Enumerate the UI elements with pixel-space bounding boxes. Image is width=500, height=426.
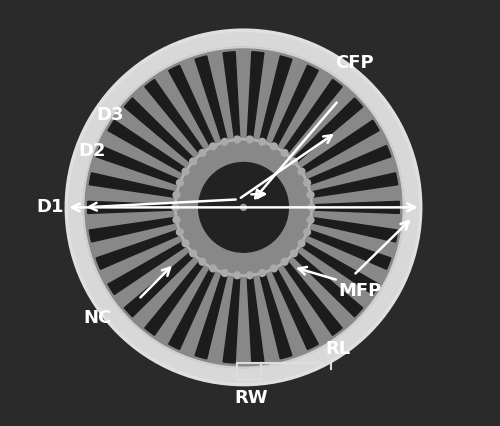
Circle shape bbox=[270, 265, 278, 272]
Wedge shape bbox=[96, 229, 183, 270]
Text: D1: D1 bbox=[36, 198, 64, 216]
Wedge shape bbox=[88, 202, 178, 214]
Wedge shape bbox=[247, 273, 264, 363]
Wedge shape bbox=[96, 146, 183, 187]
Circle shape bbox=[173, 192, 180, 199]
Wedge shape bbox=[259, 271, 292, 359]
Wedge shape bbox=[308, 173, 398, 198]
Wedge shape bbox=[310, 202, 400, 214]
Circle shape bbox=[281, 150, 288, 157]
Circle shape bbox=[234, 272, 240, 279]
Wedge shape bbox=[304, 146, 391, 187]
Circle shape bbox=[176, 180, 184, 187]
Text: D2: D2 bbox=[78, 142, 106, 160]
Circle shape bbox=[199, 259, 206, 265]
Wedge shape bbox=[108, 240, 188, 295]
Circle shape bbox=[182, 169, 189, 176]
Wedge shape bbox=[298, 121, 379, 176]
Circle shape bbox=[270, 144, 278, 150]
Wedge shape bbox=[168, 266, 216, 350]
Text: RW: RW bbox=[234, 388, 268, 406]
Circle shape bbox=[172, 204, 178, 211]
Circle shape bbox=[198, 163, 288, 253]
Wedge shape bbox=[259, 57, 292, 145]
Wedge shape bbox=[90, 173, 179, 198]
Wedge shape bbox=[282, 259, 342, 336]
Circle shape bbox=[246, 272, 253, 279]
Circle shape bbox=[304, 180, 310, 187]
Text: MFP: MFP bbox=[338, 282, 382, 299]
Wedge shape bbox=[270, 266, 318, 350]
Wedge shape bbox=[223, 53, 240, 142]
Circle shape bbox=[298, 169, 305, 176]
Circle shape bbox=[240, 205, 246, 211]
Circle shape bbox=[222, 139, 228, 146]
Wedge shape bbox=[145, 80, 206, 157]
Circle shape bbox=[298, 240, 305, 247]
Text: NC: NC bbox=[84, 309, 112, 327]
Circle shape bbox=[210, 265, 216, 272]
Circle shape bbox=[258, 270, 266, 277]
Wedge shape bbox=[270, 66, 318, 150]
Circle shape bbox=[234, 137, 240, 144]
Wedge shape bbox=[290, 250, 362, 317]
Wedge shape bbox=[290, 99, 362, 165]
Circle shape bbox=[84, 48, 404, 368]
Text: CFP: CFP bbox=[336, 54, 374, 72]
Circle shape bbox=[258, 139, 266, 146]
Wedge shape bbox=[282, 80, 342, 157]
Circle shape bbox=[173, 217, 180, 224]
Circle shape bbox=[308, 204, 315, 211]
Wedge shape bbox=[223, 273, 240, 363]
Text: RL: RL bbox=[326, 339, 350, 357]
Circle shape bbox=[199, 150, 206, 157]
Wedge shape bbox=[168, 66, 216, 150]
Circle shape bbox=[307, 192, 314, 199]
Wedge shape bbox=[298, 240, 379, 295]
Wedge shape bbox=[90, 218, 179, 242]
Wedge shape bbox=[195, 57, 228, 145]
Circle shape bbox=[182, 240, 189, 247]
Wedge shape bbox=[304, 229, 391, 270]
Circle shape bbox=[290, 158, 298, 165]
Wedge shape bbox=[124, 250, 196, 317]
Circle shape bbox=[290, 250, 298, 257]
Circle shape bbox=[307, 217, 314, 224]
Circle shape bbox=[281, 259, 288, 265]
Wedge shape bbox=[145, 259, 206, 336]
Circle shape bbox=[246, 137, 253, 144]
Text: D3: D3 bbox=[96, 106, 124, 124]
Wedge shape bbox=[247, 53, 264, 142]
Circle shape bbox=[176, 229, 184, 236]
Wedge shape bbox=[108, 121, 188, 176]
Circle shape bbox=[190, 250, 196, 257]
Circle shape bbox=[66, 31, 420, 385]
Circle shape bbox=[210, 144, 216, 150]
Wedge shape bbox=[308, 218, 398, 242]
Circle shape bbox=[304, 229, 310, 236]
Circle shape bbox=[222, 270, 228, 277]
Wedge shape bbox=[195, 271, 228, 359]
Circle shape bbox=[190, 158, 196, 165]
Wedge shape bbox=[124, 99, 196, 165]
